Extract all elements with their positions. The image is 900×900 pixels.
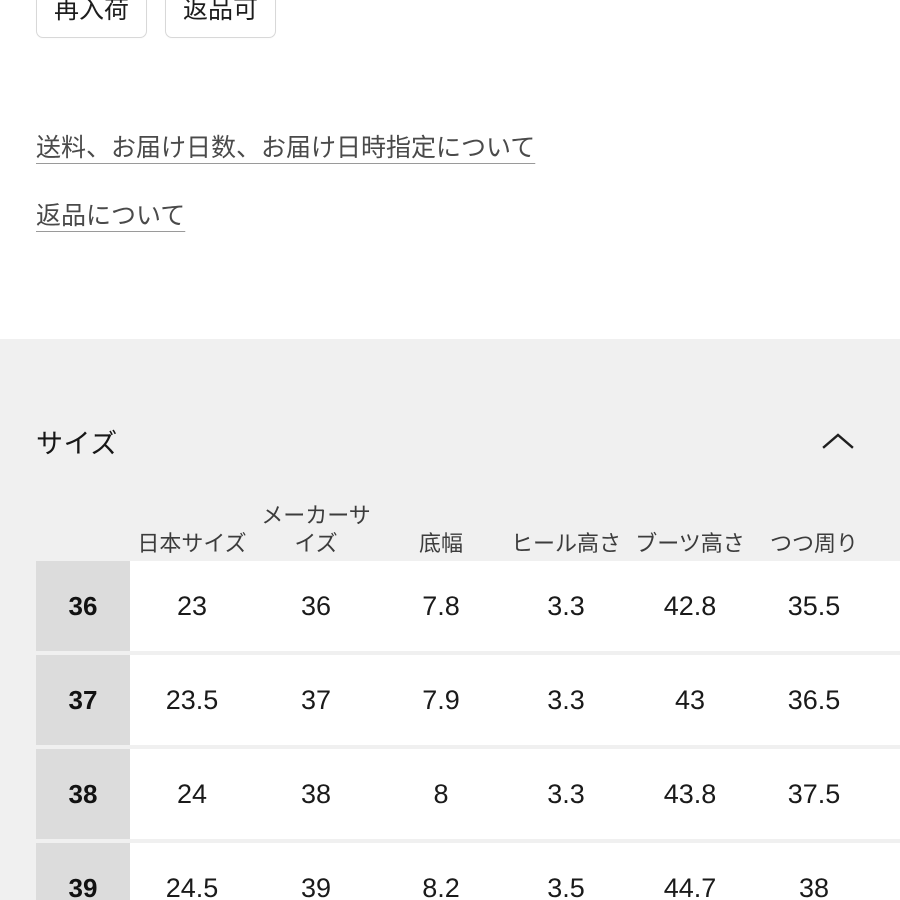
cell-boot-height: 43 (628, 655, 752, 745)
cell-heel-height: 3.3 (504, 749, 628, 839)
cell-sole-width: 7.8 (378, 561, 504, 651)
col-header-maker-size-label: メーカーサイズ (261, 503, 371, 556)
cell-heel-height: 3.3 (504, 655, 628, 745)
cell-shaft-circumference: 38 (752, 843, 876, 900)
cell-weight (876, 749, 900, 839)
cell-boot-height: 42.8 (628, 561, 752, 651)
table-row: 38 24 38 8 3.3 43.8 37.5 (36, 749, 900, 839)
col-header-shaft-circumference: つつ周り (769, 530, 858, 556)
col-header-sole-width: 底幅 (418, 530, 463, 556)
tag-restock[interactable]: 再入荷 (36, 0, 148, 38)
cell-heel-height: 3.3 (504, 561, 628, 651)
cell-maker-size: 39 (254, 843, 378, 900)
product-tag-row: 再入荷 返品可 (36, 0, 277, 38)
size-section-header[interactable]: サイズ (0, 401, 900, 481)
col-header-boot-height: ブーツ高さ (635, 530, 745, 556)
cell-jp-size: 24.5 (130, 843, 254, 900)
cell-shaft-circumference: 36.5 (752, 655, 876, 745)
table-row: 39 24.5 39 8.2 3.5 44.7 38 (36, 843, 900, 900)
col-header-heel-height: ヒール高さ (510, 530, 621, 556)
row-size-label: 39 (36, 843, 130, 900)
tag-returnable[interactable]: 返品可 (165, 0, 277, 38)
col-header-weight: 重 (876, 530, 900, 562)
table-row: 37 23.5 37 7.9 3.3 43 36.5 (36, 655, 900, 745)
info-link-list: 送料、お届け日数、お届け日時指定について 返品について (36, 133, 856, 231)
cell-jp-size: 23 (130, 561, 254, 651)
cell-jp-size: 24 (130, 749, 254, 839)
shipping-info-link[interactable]: 送料、お届け日数、お届け日時指定について (36, 134, 536, 162)
size-table: 日本サイズ メーカーサイズ 底幅 ヒール高さ ブーツ高さ つつ周り 重 36 2… (36, 495, 900, 900)
cell-weight (876, 561, 900, 651)
returns-info-link[interactable]: 返品について (36, 202, 186, 230)
size-table-header-row: 日本サイズ メーカーサイズ 底幅 ヒール高さ ブーツ高さ つつ周り 重 (36, 495, 900, 561)
cell-jp-size: 23.5 (130, 655, 254, 745)
cell-sole-width: 8.2 (378, 843, 504, 900)
product-meta-area: 再入荷 返品可 送料、お届け日数、お届け日時指定について 返品について (0, 0, 900, 339)
cell-weight (876, 843, 900, 900)
cell-heel-height: 3.5 (504, 843, 628, 900)
size-section-title: サイズ (36, 428, 118, 459)
row-size-label: 36 (36, 561, 130, 651)
chevron-up-icon[interactable] (820, 430, 856, 452)
size-section: サイズ 日本サイズ メーカーサイズ 底幅 ヒール高さ ブーツ高さ つつ周り 重 … (0, 339, 900, 900)
table-row: 36 23 36 7.8 3.3 42.8 35.5 (36, 561, 900, 651)
cell-maker-size: 37 (254, 655, 378, 745)
row-size-label: 38 (36, 749, 130, 839)
cell-sole-width: 7.9 (378, 655, 504, 745)
row-size-label: 37 (36, 655, 130, 745)
cell-maker-size: 38 (254, 749, 378, 839)
col-header-jp-size: 日本サイズ (137, 530, 247, 556)
cell-maker-size: 36 (254, 561, 378, 651)
cell-weight (876, 655, 900, 745)
cell-shaft-circumference: 37.5 (752, 749, 876, 839)
col-header-maker-size: メーカーサイズ (254, 502, 378, 561)
cell-sole-width: 8 (378, 749, 504, 839)
cell-boot-height: 43.8 (628, 749, 752, 839)
cell-shaft-circumference: 35.5 (752, 561, 876, 651)
cell-boot-height: 44.7 (628, 843, 752, 900)
